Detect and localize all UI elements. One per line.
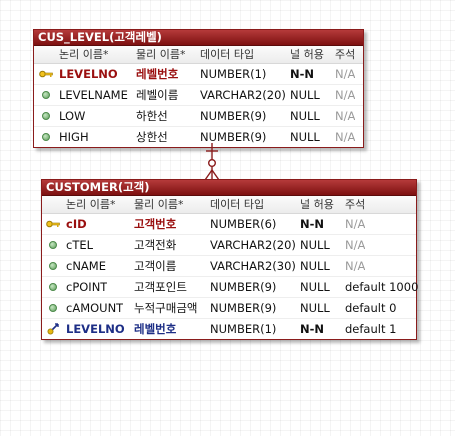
attribute-nullable: NULL bbox=[300, 238, 330, 252]
attribute-nullable: N-N bbox=[300, 217, 325, 231]
header-logical-name: 논리 이름* bbox=[59, 48, 109, 61]
attribute-nullable: NULL bbox=[300, 259, 330, 273]
attribute-logical-name: LEVELNO bbox=[66, 322, 125, 336]
attribute-data-type: VARCHAR2(20) bbox=[200, 88, 286, 102]
attribute-dot-icon bbox=[46, 277, 60, 297]
attribute-row-high[interactable]: HIGH 상한선 NUMBER(9) NULL N/A bbox=[34, 127, 363, 147]
header-data-type: 데이터 타입 bbox=[200, 48, 255, 61]
attribute-logical-name: HIGH bbox=[59, 130, 89, 144]
header-nullable: 널 허용 bbox=[300, 198, 334, 211]
attribute-data-type: NUMBER(9) bbox=[210, 280, 277, 294]
attribute-row-ctel[interactable]: cTEL 고객전화 VARCHAR2(20) NULL N/A bbox=[42, 235, 416, 256]
attribute-physical-name: 레벨번호 bbox=[136, 67, 179, 81]
attribute-dot-icon bbox=[39, 127, 53, 147]
attribute-data-type: NUMBER(9) bbox=[200, 130, 267, 144]
attribute-row-levelno[interactable]: LEVELNO 레벨번호 NUMBER(1) N-N N/A bbox=[34, 64, 363, 85]
attribute-comment: default 1 bbox=[345, 322, 397, 336]
header-logical-name: 논리 이름* bbox=[66, 198, 116, 211]
attribute-row-camount[interactable]: cAMOUNT 누적구매금액 NUMBER(9) NULL default 0 bbox=[42, 298, 416, 319]
attribute-logical-name: cPOINT bbox=[66, 280, 108, 294]
attribute-comment: N/A bbox=[335, 88, 356, 102]
attribute-physical-name: 상한선 bbox=[136, 130, 168, 144]
attribute-logical-name: cTEL bbox=[66, 238, 94, 252]
many-crowfoot-left bbox=[204, 169, 213, 181]
attribute-physical-name: 레벨이름 bbox=[136, 88, 179, 102]
attribute-data-type: NUMBER(6) bbox=[210, 217, 277, 231]
entity-title[interactable]: CUS_LEVEL(고객레벨) bbox=[34, 30, 363, 46]
attribute-data-type: NUMBER(9) bbox=[210, 301, 277, 315]
foreign-key-icon bbox=[46, 319, 60, 339]
attribute-row-levelname[interactable]: LEVELNAME 레벨이름 VARCHAR2(20) NULL N/A bbox=[34, 85, 363, 106]
attribute-logical-name: cID bbox=[66, 217, 87, 231]
attribute-data-type: VARCHAR2(20) bbox=[210, 238, 296, 252]
attribute-dot-icon bbox=[46, 298, 60, 318]
attribute-row-cname[interactable]: cNAME 고객이름 VARCHAR2(30) NULL N/A bbox=[42, 256, 416, 277]
attribute-comment: N/A bbox=[345, 238, 366, 252]
attribute-row-levelno-fk[interactable]: LEVELNO 레벨번호 NUMBER(1) N-N default 1 bbox=[42, 319, 416, 339]
entity-customer[interactable]: CUSTOMER(고객) 논리 이름* 물리 이름* 데이터 타입 널 허용 주… bbox=[41, 179, 419, 340]
attribute-nullable: N-N bbox=[290, 67, 315, 81]
attribute-nullable: NULL bbox=[290, 88, 320, 102]
attribute-physical-name: 고객번호 bbox=[134, 217, 177, 231]
attribute-comment: N/A bbox=[345, 259, 366, 273]
attribute-dot-icon bbox=[39, 85, 53, 105]
header-comment: 주석 bbox=[345, 198, 366, 211]
attribute-comment: N/A bbox=[335, 130, 356, 144]
attribute-dot-icon bbox=[46, 256, 60, 276]
optional-cardinality-circle bbox=[207, 159, 216, 168]
attribute-physical-name: 고객포인트 bbox=[134, 280, 187, 294]
attribute-logical-name: LEVELNAME bbox=[59, 88, 128, 102]
attribute-data-type: NUMBER(1) bbox=[210, 322, 277, 336]
column-header-row: 논리 이름* 물리 이름* 데이터 타입 널 허용 주석 bbox=[42, 196, 416, 214]
header-physical-name: 물리 이름* bbox=[134, 198, 184, 211]
attribute-physical-name: 레벨번호 bbox=[134, 322, 177, 336]
entity-cus-level[interactable]: CUS_LEVEL(고객레벨) 논리 이름* 물리 이름* 데이터 타입 널 허… bbox=[33, 29, 364, 148]
attribute-dot-icon bbox=[46, 235, 60, 255]
attribute-physical-name: 하한선 bbox=[136, 109, 168, 123]
attribute-row-cid[interactable]: cID 고객번호 NUMBER(6) N-N N/A bbox=[42, 214, 416, 235]
header-data-type: 데이터 타입 bbox=[210, 198, 265, 211]
header-nullable: 널 허용 bbox=[290, 48, 324, 61]
attribute-physical-name: 고객전화 bbox=[134, 238, 177, 252]
column-header-row: 논리 이름* 물리 이름* 데이터 타입 널 허용 주석 bbox=[34, 46, 363, 64]
attribute-comment: default 1000 bbox=[345, 280, 419, 294]
attribute-nullable: N-N bbox=[300, 322, 325, 336]
attribute-nullable: NULL bbox=[290, 109, 320, 123]
attribute-nullable: NULL bbox=[290, 130, 320, 144]
attribute-logical-name: LOW bbox=[59, 109, 86, 123]
attribute-row-cpoint[interactable]: cPOINT 고객포인트 NUMBER(9) NULL default 1000 bbox=[42, 277, 419, 298]
relationship-connector[interactable] bbox=[200, 143, 230, 181]
attribute-logical-name: cNAME bbox=[66, 259, 106, 273]
attribute-logical-name: LEVELNO bbox=[59, 67, 118, 81]
attribute-logical-name: cAMOUNT bbox=[66, 301, 124, 315]
attribute-physical-name: 누적구매금액 bbox=[134, 301, 198, 315]
attribute-data-type: NUMBER(1) bbox=[200, 67, 267, 81]
attribute-data-type: VARCHAR2(30) bbox=[210, 259, 296, 273]
many-crowfoot-right bbox=[211, 169, 220, 181]
attribute-comment: N/A bbox=[335, 109, 356, 123]
attribute-comment: default 0 bbox=[345, 301, 397, 315]
key-icon bbox=[46, 214, 60, 234]
header-comment: 주석 bbox=[335, 48, 356, 61]
attribute-dot-icon bbox=[39, 106, 53, 126]
attribute-data-type: NUMBER(9) bbox=[200, 109, 267, 123]
key-icon bbox=[39, 64, 53, 84]
entity-title[interactable]: CUSTOMER(고객) bbox=[42, 180, 416, 196]
attribute-comment: N/A bbox=[345, 217, 366, 231]
attribute-nullable: NULL bbox=[300, 301, 330, 315]
attribute-nullable: NULL bbox=[300, 280, 330, 294]
attribute-comment: N/A bbox=[335, 67, 356, 81]
attribute-row-low[interactable]: LOW 하한선 NUMBER(9) NULL N/A bbox=[34, 106, 363, 127]
attribute-physical-name: 고객이름 bbox=[134, 259, 177, 273]
header-physical-name: 물리 이름* bbox=[136, 48, 186, 61]
